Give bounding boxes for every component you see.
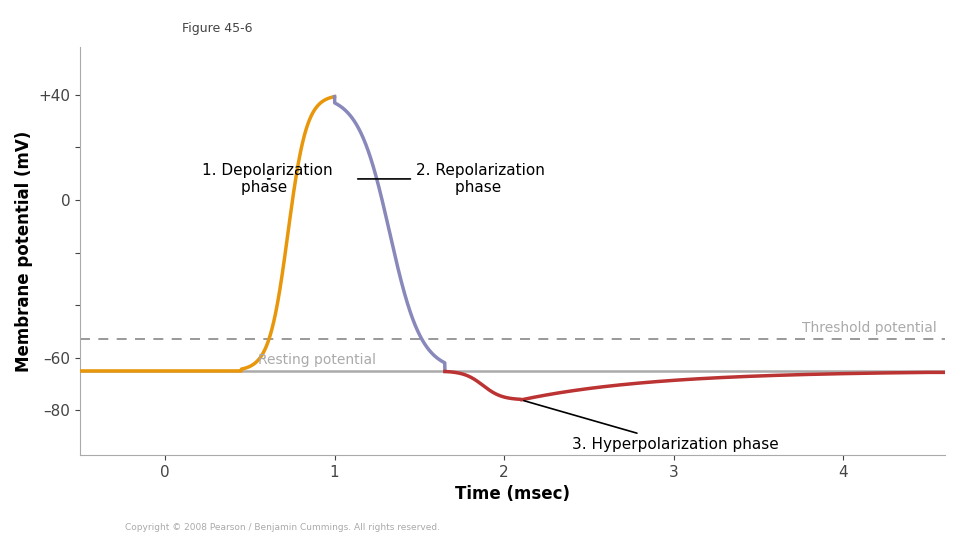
Text: 3. Hyperpolarization phase: 3. Hyperpolarization phase: [524, 401, 779, 451]
Text: Threshold potential: Threshold potential: [802, 321, 937, 335]
Text: 2. Repolarization
        phase: 2. Repolarization phase: [358, 163, 545, 195]
Text: Figure 45-6: Figure 45-6: [182, 22, 252, 35]
Y-axis label: Membrane potential (mV): Membrane potential (mV): [15, 131, 33, 372]
Text: Resting potential: Resting potential: [258, 353, 376, 367]
Text: Copyright © 2008 Pearson / Benjamin Cummings. All rights reserved.: Copyright © 2008 Pearson / Benjamin Cumm…: [125, 523, 440, 532]
X-axis label: Time (msec): Time (msec): [455, 485, 570, 503]
Text: 1. Depolarization
        phase: 1. Depolarization phase: [203, 163, 333, 195]
